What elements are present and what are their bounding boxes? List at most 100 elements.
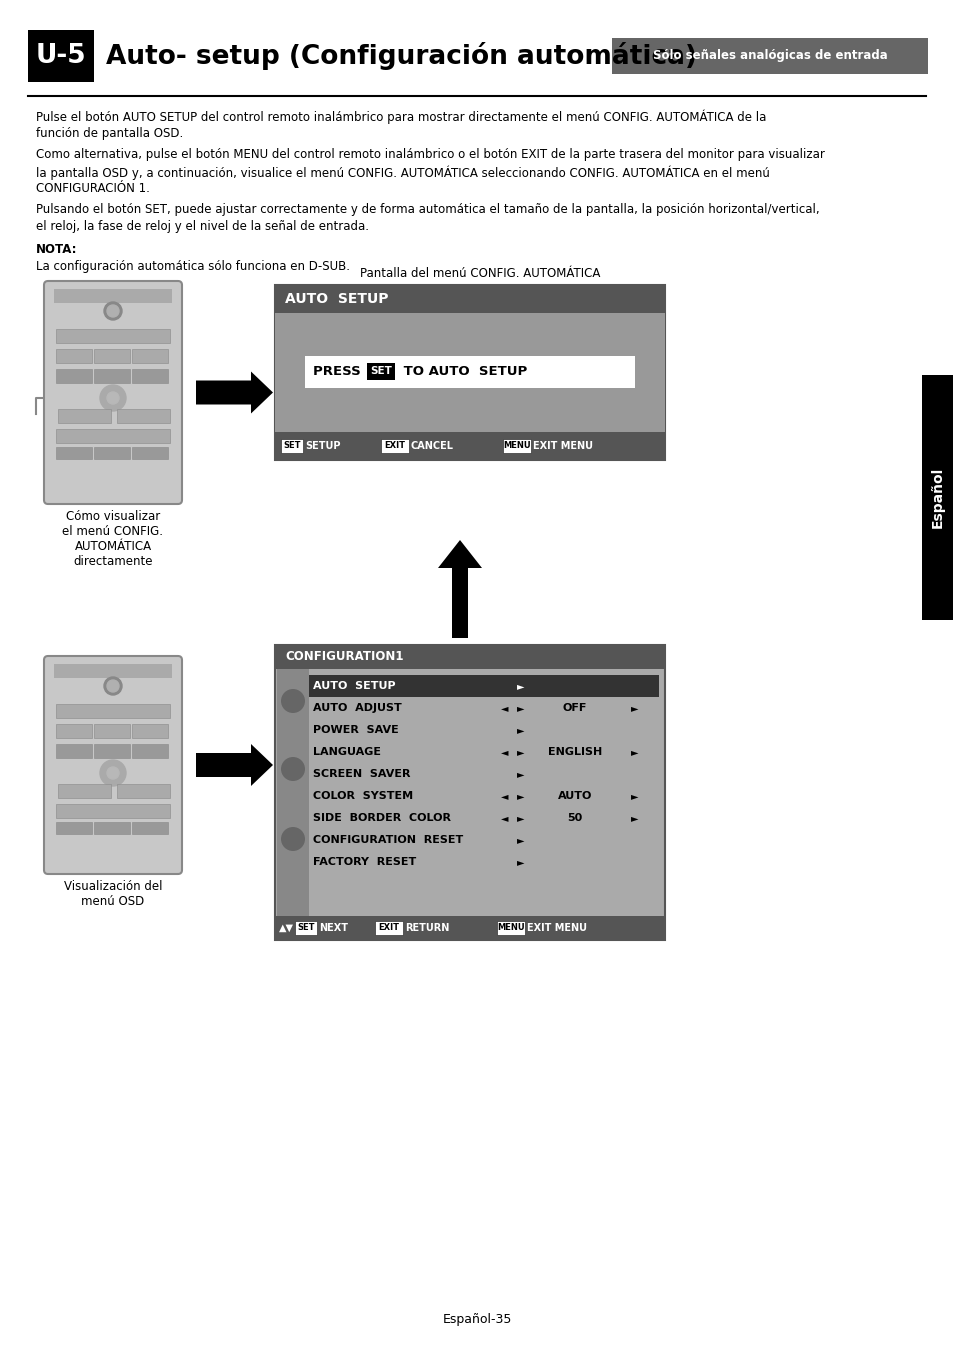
Text: CONFIGURACIÓN 1.: CONFIGURACIÓN 1. — [36, 182, 150, 194]
Bar — [56, 350, 91, 363]
Circle shape — [281, 757, 305, 782]
FancyArrow shape — [195, 371, 273, 413]
Text: SETUP: SETUP — [305, 441, 340, 451]
Text: AUTOMÁTICA: AUTOMÁTICA — [74, 540, 152, 553]
Text: el reloj, la fase de reloj y el nivel de la señal de entrada.: el reloj, la fase de reloj y el nivel de… — [36, 220, 369, 234]
Bar — [58, 409, 111, 423]
Text: NOTA:: NOTA: — [36, 243, 77, 256]
Bar — [921, 375, 953, 620]
Text: función de pantalla OSD.: función de pantalla OSD. — [36, 127, 183, 140]
Bar — [94, 744, 130, 757]
Bar — [56, 724, 91, 738]
Text: Auto- setup (Configuración automática): Auto- setup (Configuración automática) — [106, 42, 697, 70]
Bar — [132, 350, 168, 363]
Text: TO AUTO  SETUP: TO AUTO SETUP — [398, 364, 527, 378]
Text: Pulse el botón AUTO SETUP del control remoto inalámbrico para mostrar directamen: Pulse el botón AUTO SETUP del control re… — [36, 109, 765, 124]
Text: ENGLISH: ENGLISH — [547, 747, 601, 757]
Text: la pantalla OSD y, a continuación, visualice el menú CONFIG. AUTOMÁTICA seleccio: la pantalla OSD y, a continuación, visua… — [36, 165, 769, 180]
Circle shape — [100, 760, 126, 786]
Text: CANCEL: CANCEL — [411, 441, 454, 451]
Bar — [56, 369, 91, 383]
Text: ►: ► — [631, 747, 639, 757]
Circle shape — [107, 392, 119, 404]
Text: CONFIGURATION1: CONFIGURATION1 — [285, 651, 403, 663]
Text: SIDE  BORDER  COLOR: SIDE BORDER COLOR — [313, 813, 451, 823]
Text: Español-35: Español-35 — [442, 1314, 511, 1327]
Text: EXIT MENU: EXIT MENU — [533, 441, 593, 451]
Text: Español: Español — [930, 467, 944, 528]
Bar — [309, 675, 659, 697]
Text: LANGUAGE: LANGUAGE — [313, 747, 380, 757]
Text: ►: ► — [517, 703, 524, 713]
Text: menú OSD: menú OSD — [81, 895, 145, 909]
Circle shape — [107, 680, 119, 693]
Text: NEXT: NEXT — [318, 923, 348, 933]
Text: POWER  SAVE: POWER SAVE — [313, 725, 398, 734]
Text: ►: ► — [631, 791, 639, 801]
Text: EXIT: EXIT — [384, 441, 405, 451]
Text: SCREEN  SAVER: SCREEN SAVER — [313, 769, 410, 779]
Bar — [132, 822, 168, 834]
Bar — [117, 409, 170, 423]
Bar — [274, 645, 664, 940]
Bar — [497, 921, 524, 936]
Text: CONFIGURATION  RESET: CONFIGURATION RESET — [313, 836, 463, 845]
Text: el menú CONFIG.: el menú CONFIG. — [63, 525, 163, 539]
Bar — [54, 664, 172, 678]
FancyBboxPatch shape — [44, 656, 182, 873]
Circle shape — [100, 385, 126, 410]
Text: ►: ► — [517, 769, 524, 779]
Text: ◄: ◄ — [500, 813, 508, 823]
Text: PRESS: PRESS — [313, 364, 365, 378]
Bar — [28, 30, 94, 82]
Bar — [294, 921, 316, 936]
Circle shape — [104, 676, 122, 695]
Bar — [132, 447, 168, 459]
Text: SET: SET — [283, 441, 300, 451]
Circle shape — [107, 305, 119, 317]
Bar — [274, 917, 664, 940]
Bar — [274, 313, 664, 432]
Bar — [56, 703, 170, 718]
Text: ►: ► — [517, 857, 524, 867]
Bar — [132, 724, 168, 738]
Bar — [281, 439, 303, 454]
Text: ◄: ◄ — [500, 791, 508, 801]
Bar — [380, 439, 409, 454]
Bar — [367, 363, 395, 379]
Bar — [274, 645, 664, 670]
Bar — [305, 355, 635, 387]
FancyBboxPatch shape — [44, 281, 182, 504]
Text: Pulsando el botón SET, puede ajustar correctamente y de forma automática el tama: Pulsando el botón SET, puede ajustar cor… — [36, 202, 819, 216]
Text: Como alternativa, pulse el botón MENU del control remoto inalámbrico o el botón : Como alternativa, pulse el botón MENU de… — [36, 148, 824, 161]
Bar — [502, 439, 531, 454]
Bar — [274, 285, 664, 313]
Text: ▲▼: ▲▼ — [278, 923, 294, 933]
Text: U-5: U-5 — [35, 43, 86, 69]
Bar — [132, 369, 168, 383]
Bar — [56, 447, 91, 459]
Text: RETURN: RETURN — [405, 923, 449, 933]
Text: COLOR  SYSTEM: COLOR SYSTEM — [313, 791, 413, 801]
Circle shape — [281, 688, 305, 713]
Bar — [132, 744, 168, 757]
Bar — [58, 784, 111, 798]
Text: directamente: directamente — [73, 555, 152, 568]
FancyArrow shape — [437, 540, 481, 639]
Text: Sólo señales analógicas de entrada: Sólo señales analógicas de entrada — [652, 50, 886, 62]
Text: ►: ► — [517, 791, 524, 801]
Text: EXIT: EXIT — [378, 923, 399, 933]
Text: SET: SET — [297, 923, 314, 933]
Bar — [94, 724, 130, 738]
Text: SET: SET — [370, 366, 392, 377]
Text: ◄: ◄ — [500, 703, 508, 713]
Bar — [274, 432, 664, 460]
Text: 50: 50 — [567, 813, 582, 823]
Text: ►: ► — [517, 725, 524, 734]
Bar — [612, 38, 927, 74]
Circle shape — [281, 828, 305, 850]
Bar — [94, 350, 130, 363]
Bar — [117, 784, 170, 798]
Text: FACTORY  RESET: FACTORY RESET — [313, 857, 416, 867]
Text: AUTO: AUTO — [558, 791, 592, 801]
